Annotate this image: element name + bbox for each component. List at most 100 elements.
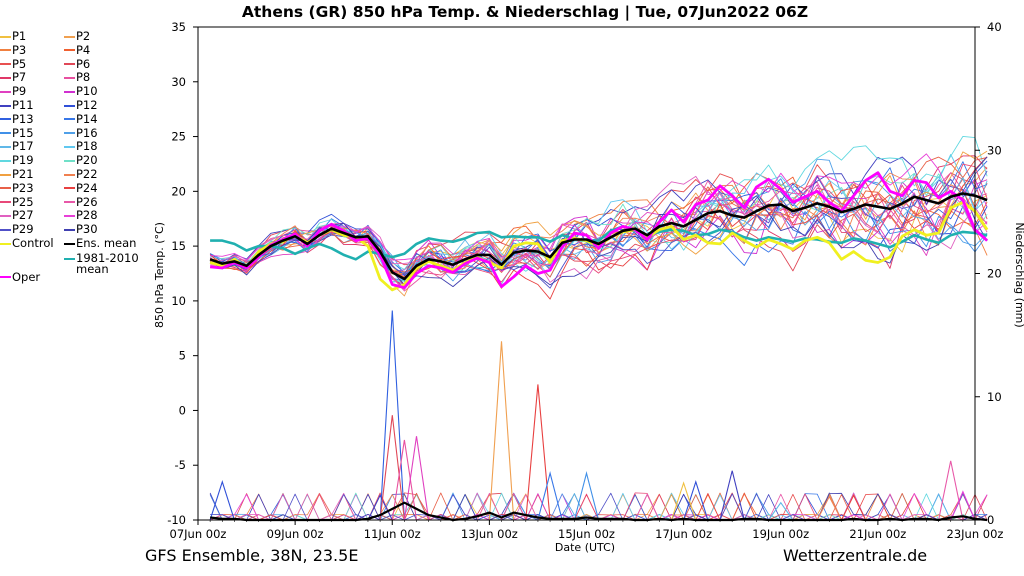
- legend-label: P20: [76, 153, 98, 168]
- legend-item-p26: P26: [64, 195, 98, 209]
- legend-swatch: [0, 118, 11, 121]
- legend-label: P18: [76, 139, 98, 154]
- legend-item-p17: P17: [0, 140, 34, 153]
- legend-label: P4: [76, 42, 91, 57]
- legend-item-oper: Oper: [0, 270, 40, 284]
- legend-label: P10: [76, 84, 98, 99]
- x-tick-label: 15Jun 00z: [558, 527, 615, 541]
- legend-item-p5: P5: [0, 56, 27, 71]
- axes: -10 -5 0 5 10 15 20 25 30 35 0 10 20 30 40 07Jun 00z 09J…: [167, 20, 1003, 541]
- y2-tick-label: 40: [987, 20, 1002, 34]
- oper-line: [209, 171, 989, 290]
- legend-swatch: [0, 104, 11, 107]
- legend-label: P14: [76, 111, 98, 126]
- legend-item-control: Control: [0, 237, 54, 250]
- ens-mean-line: [209, 192, 988, 281]
- legend-swatch: [0, 159, 11, 162]
- legend-swatch: [64, 214, 75, 217]
- legend-swatch: [64, 258, 75, 261]
- legend-label: P19: [12, 153, 34, 168]
- precip-spike-p1: [670, 481, 697, 521]
- precip-spike-p15: [573, 471, 600, 521]
- legend-item-p16: P16: [64, 126, 98, 140]
- legend-label: P27: [12, 208, 34, 223]
- y2-tick-label: 30: [987, 143, 1002, 157]
- legend-item-ens-mean: Ens. mean: [64, 237, 136, 250]
- legend-label: P29: [12, 222, 34, 237]
- y-tick-label: 25: [171, 130, 186, 144]
- ensemble-member-lines: [209, 135, 988, 300]
- footer-model-info: GFS Ensemble, 38N, 23.5E: [145, 546, 359, 565]
- legend-item-p29: P29: [0, 223, 34, 236]
- legend-label: Ens. mean: [76, 236, 137, 250]
- legend-swatch: [64, 228, 75, 231]
- precip-spike-p28: [950, 490, 976, 521]
- legend-swatch: [64, 76, 75, 79]
- precipitation-lines: [209, 310, 988, 521]
- x-tick-label: 07Jun 00z: [170, 527, 227, 541]
- climate-mean-line: [210, 225, 988, 261]
- legend-swatch: [64, 159, 75, 162]
- legend-label: P3: [12, 42, 27, 57]
- legend-label: P5: [12, 56, 27, 71]
- legend-label: P22: [76, 167, 98, 181]
- legend-item-p10: P10: [64, 85, 98, 98]
- legend-label: Control: [12, 236, 54, 250]
- precip-spike-p2: [488, 341, 515, 521]
- legend-label: P6: [76, 56, 91, 71]
- y2-tick-label: 20: [987, 267, 1002, 281]
- legend-item-p23: P23: [0, 180, 34, 195]
- legend-item-p18: P18: [64, 140, 98, 153]
- precip-spike-p14: [537, 471, 563, 521]
- precip-spike-p24: [525, 384, 551, 521]
- y-tick-label: 10: [171, 294, 186, 308]
- legend-swatch: [64, 63, 75, 66]
- legend-swatch: [0, 90, 11, 93]
- legend-item-p2: P2: [64, 30, 90, 43]
- legend-swatch: [0, 276, 11, 279]
- y-tick-label: 15: [171, 239, 186, 253]
- legend-label: 1981-2010: [76, 250, 139, 265]
- legend-item-p11: P11: [0, 99, 34, 112]
- legend-swatch: [64, 104, 75, 107]
- legend-label: P1: [12, 29, 27, 43]
- x-tick-label: 13Jun 00z: [461, 527, 518, 541]
- legend-swatch: [64, 132, 75, 135]
- legend-swatch: [0, 214, 11, 217]
- member-temp-line-p30: [209, 156, 988, 288]
- legend-item-p15: P15: [0, 125, 34, 140]
- legend-swatch: [64, 201, 75, 204]
- y-tick-label: 5: [179, 349, 186, 363]
- legend-item-p4: P4: [64, 42, 91, 57]
- legend-label: P2: [76, 29, 91, 43]
- legend-label: P9: [12, 84, 27, 99]
- precip-spike-p9: [403, 436, 430, 521]
- legend-item-p9: P9: [0, 85, 26, 98]
- y-axis-label: 850 hPa Temp. (°C): [153, 222, 166, 328]
- legend-swatch: [64, 49, 75, 52]
- legend-item-p8: P8: [64, 71, 90, 84]
- precip-spike-p26: [938, 460, 964, 521]
- legend-item-p22: P22: [64, 168, 98, 181]
- legend-item-p25: P25: [0, 195, 34, 209]
- legend-label: P15: [12, 125, 34, 140]
- x-axis-label: Date (UTC): [555, 541, 615, 554]
- legend-swatch: [0, 63, 11, 66]
- x-tick-label: 21Jun 00z: [849, 527, 906, 541]
- legend-item-p3: P3: [0, 42, 27, 57]
- legend-swatch: [0, 242, 11, 245]
- legend-swatch: [64, 173, 75, 176]
- legend-item-p28: P28: [64, 209, 98, 222]
- legend-swatch: [0, 145, 11, 148]
- y2-tick-label: 10: [987, 390, 1002, 404]
- legend-swatch: [64, 187, 75, 190]
- legend-label: P23: [12, 180, 34, 195]
- legend-item-p19: P19: [0, 154, 34, 167]
- legend-item-p12: P12: [64, 99, 98, 112]
- legend-label: P7: [12, 70, 27, 85]
- legend-swatch: [64, 118, 75, 121]
- legend-label: P21: [12, 167, 34, 181]
- legend-swatch: [0, 187, 11, 190]
- y2-tick-label: 0: [987, 513, 994, 527]
